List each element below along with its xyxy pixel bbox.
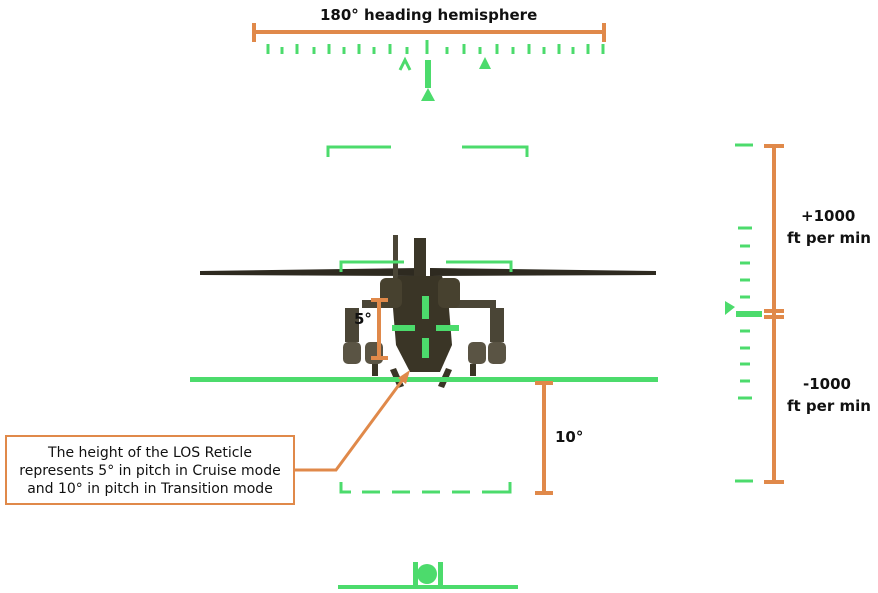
reticle-height-label: 5° [354, 310, 372, 328]
vsi-zero-index [736, 311, 762, 317]
skid-ball-icon [417, 564, 437, 584]
heading-hemisphere-bracket [252, 23, 606, 42]
vsi-pointer-icon [725, 301, 735, 315]
heading-caret-icon [398, 56, 412, 71]
heading-hemisphere-label: 180° heading hemisphere [320, 6, 538, 24]
horizon-offset-bracket [535, 381, 553, 495]
los-reticle-callout: The height of the LOS Reticle represents… [5, 435, 295, 505]
heading-lubber-line [421, 60, 435, 101]
callout-leader [295, 370, 410, 472]
los-reticle [392, 296, 459, 358]
descent-rate-unit: ft per min [787, 397, 871, 415]
callout-line: The height of the LOS Reticle [48, 445, 252, 461]
field-of-regard-brackets [326, 145, 529, 494]
descent-rate-value: -1000 [803, 375, 851, 393]
horizon-line [190, 377, 658, 382]
vsi-scale [735, 143, 753, 483]
climb-rate-unit: ft per min [787, 229, 871, 247]
heading-triangle-icon [479, 57, 491, 69]
reticle-height-bracket [371, 298, 388, 360]
callout-line: represents 5° in pitch in Cruise mode [19, 463, 281, 479]
vsi-range-bracket [764, 144, 784, 484]
heading-scale [266, 40, 605, 54]
climb-rate-value: +1000 [801, 207, 856, 225]
trim-indicator [338, 562, 518, 589]
callout-line: and 10° in pitch in Transition mode [27, 481, 273, 497]
horizon-offset-label: 10° [555, 428, 584, 446]
